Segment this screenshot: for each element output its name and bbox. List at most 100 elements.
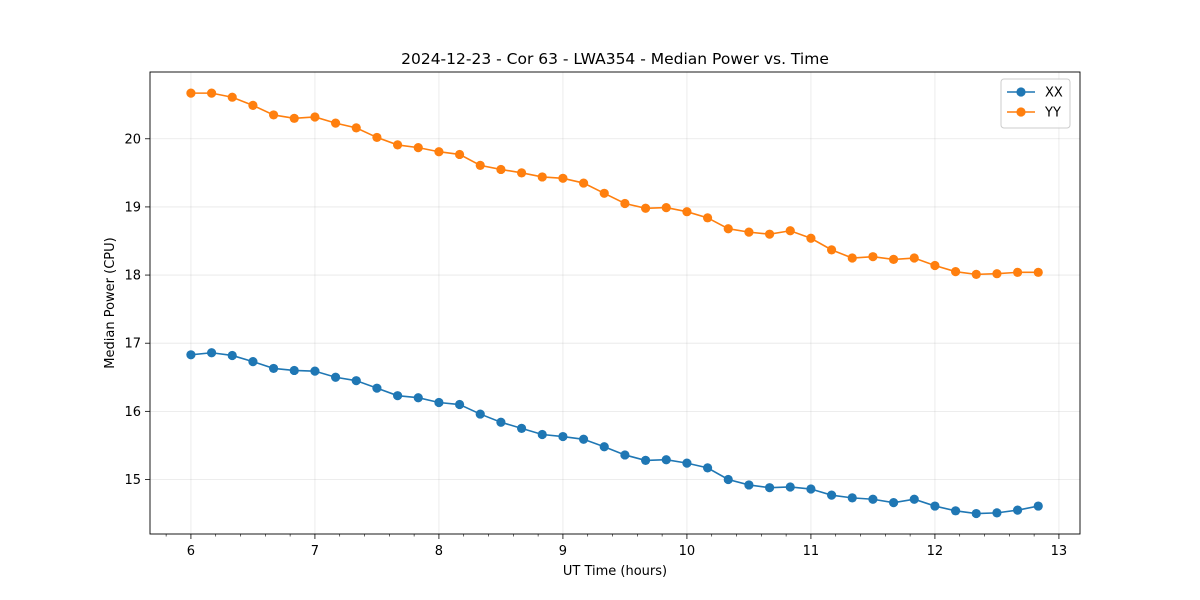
data-point-xx	[909, 494, 919, 504]
x-tick-label: 9	[559, 544, 567, 559]
data-point-yy	[289, 113, 299, 123]
data-point-yy	[868, 252, 878, 262]
data-point-xx	[516, 423, 527, 433]
data-point-xx	[1012, 505, 1023, 515]
x-tick-label: 11	[803, 544, 820, 559]
data-point-xx	[806, 484, 816, 494]
y-axis-label: Median Power (CPU)	[103, 237, 118, 368]
data-point-yy	[930, 260, 940, 271]
legend-swatch-marker	[1016, 87, 1026, 97]
y-tick-label: 18	[124, 269, 141, 284]
legend-label-xx: XX	[1045, 86, 1063, 101]
data-point-xx	[826, 490, 837, 500]
data-point-yy	[392, 140, 403, 150]
x-tick-label: 13	[1051, 544, 1068, 559]
data-point-xx	[454, 399, 465, 410]
data-point-xx	[620, 450, 630, 460]
data-point-xx	[930, 501, 940, 511]
y-tick-label: 19	[124, 200, 141, 215]
data-point-yy	[744, 227, 754, 237]
x-axis-label: UT Time (hours)	[563, 564, 667, 579]
data-point-yy	[888, 254, 899, 264]
data-point-yy	[785, 226, 795, 236]
data-point-xx	[392, 391, 403, 401]
data-point-xx	[661, 455, 671, 465]
data-point-yy	[826, 245, 837, 255]
data-point-xx	[475, 409, 485, 419]
data-point-xx	[186, 350, 196, 360]
x-tick-label: 10	[679, 544, 696, 559]
data-point-yy	[1012, 267, 1023, 277]
data-point-yy	[682, 207, 692, 217]
data-point-xx	[640, 455, 651, 466]
data-point-yy	[372, 132, 382, 143]
data-point-xx	[888, 498, 899, 508]
legend-label-yy: YY	[1044, 106, 1061, 121]
data-point-xx	[558, 431, 568, 442]
data-point-yy	[992, 269, 1002, 279]
data-point-xx	[578, 434, 589, 444]
y-tick-label: 17	[124, 337, 141, 352]
data-point-yy	[475, 160, 485, 170]
x-tick-label: 6	[187, 544, 195, 559]
data-point-yy	[516, 168, 527, 178]
data-point-yy	[434, 147, 444, 157]
legend-swatch-marker	[1016, 107, 1026, 117]
data-point-yy	[661, 203, 671, 213]
data-point-xx	[682, 458, 692, 468]
data-point-yy	[723, 224, 733, 234]
data-point-xx	[310, 366, 320, 376]
data-point-yy	[268, 110, 279, 120]
data-point-xx	[268, 363, 279, 374]
data-point-xx	[351, 376, 361, 386]
data-point-xx	[744, 480, 754, 490]
series-yy	[186, 88, 1043, 279]
data-point-xx	[971, 508, 981, 519]
data-point-yy	[1033, 267, 1043, 277]
axes-frame	[149, 71, 1081, 535]
data-point-xx	[206, 348, 217, 358]
data-point-xx	[599, 442, 609, 452]
data-point-xx	[723, 474, 733, 485]
data-point-yy	[227, 92, 237, 102]
data-point-yy	[971, 269, 981, 279]
data-point-yy	[248, 100, 258, 110]
y-tick-label: 16	[124, 405, 141, 420]
series-line-xx	[190, 351, 1039, 515]
data-point-yy	[537, 172, 547, 182]
x-tick-label: 8	[435, 544, 443, 559]
data-point-xx	[785, 482, 795, 492]
data-point-xx	[248, 357, 258, 367]
data-point-yy	[909, 253, 919, 263]
data-point-yy	[950, 267, 961, 277]
data-point-xx	[227, 350, 237, 361]
series-layer	[186, 88, 1043, 519]
data-point-xx	[330, 372, 341, 382]
data-point-xx	[496, 417, 506, 427]
ticks: 6 7 8 9 10 11 12 13 15 16 17 18 19 20	[124, 132, 1067, 559]
data-point-yy	[702, 213, 713, 223]
data-point-xx	[847, 493, 857, 503]
data-point-yy	[558, 173, 568, 183]
data-point-yy	[640, 203, 651, 213]
data-point-yy	[806, 233, 816, 243]
data-point-xx	[950, 506, 961, 516]
data-point-yy	[330, 118, 341, 128]
data-point-xx	[537, 429, 547, 440]
data-point-yy	[847, 253, 857, 263]
data-point-yy	[454, 149, 465, 160]
y-tick-label: 15	[124, 473, 141, 488]
data-point-xx	[992, 508, 1002, 518]
legend: XX YY	[1000, 78, 1071, 129]
data-point-yy	[351, 123, 361, 133]
series-xx	[186, 348, 1043, 519]
y-tick-label: 20	[124, 132, 141, 147]
data-point-xx	[289, 365, 299, 376]
chart-title: 2024-12-23 - Cor 63 - LWA354 - Median Po…	[401, 50, 829, 68]
data-point-yy	[599, 188, 609, 198]
x-tick-label: 7	[311, 544, 319, 559]
data-point-yy	[496, 164, 506, 175]
data-point-yy	[578, 178, 589, 188]
data-point-yy	[620, 198, 630, 209]
